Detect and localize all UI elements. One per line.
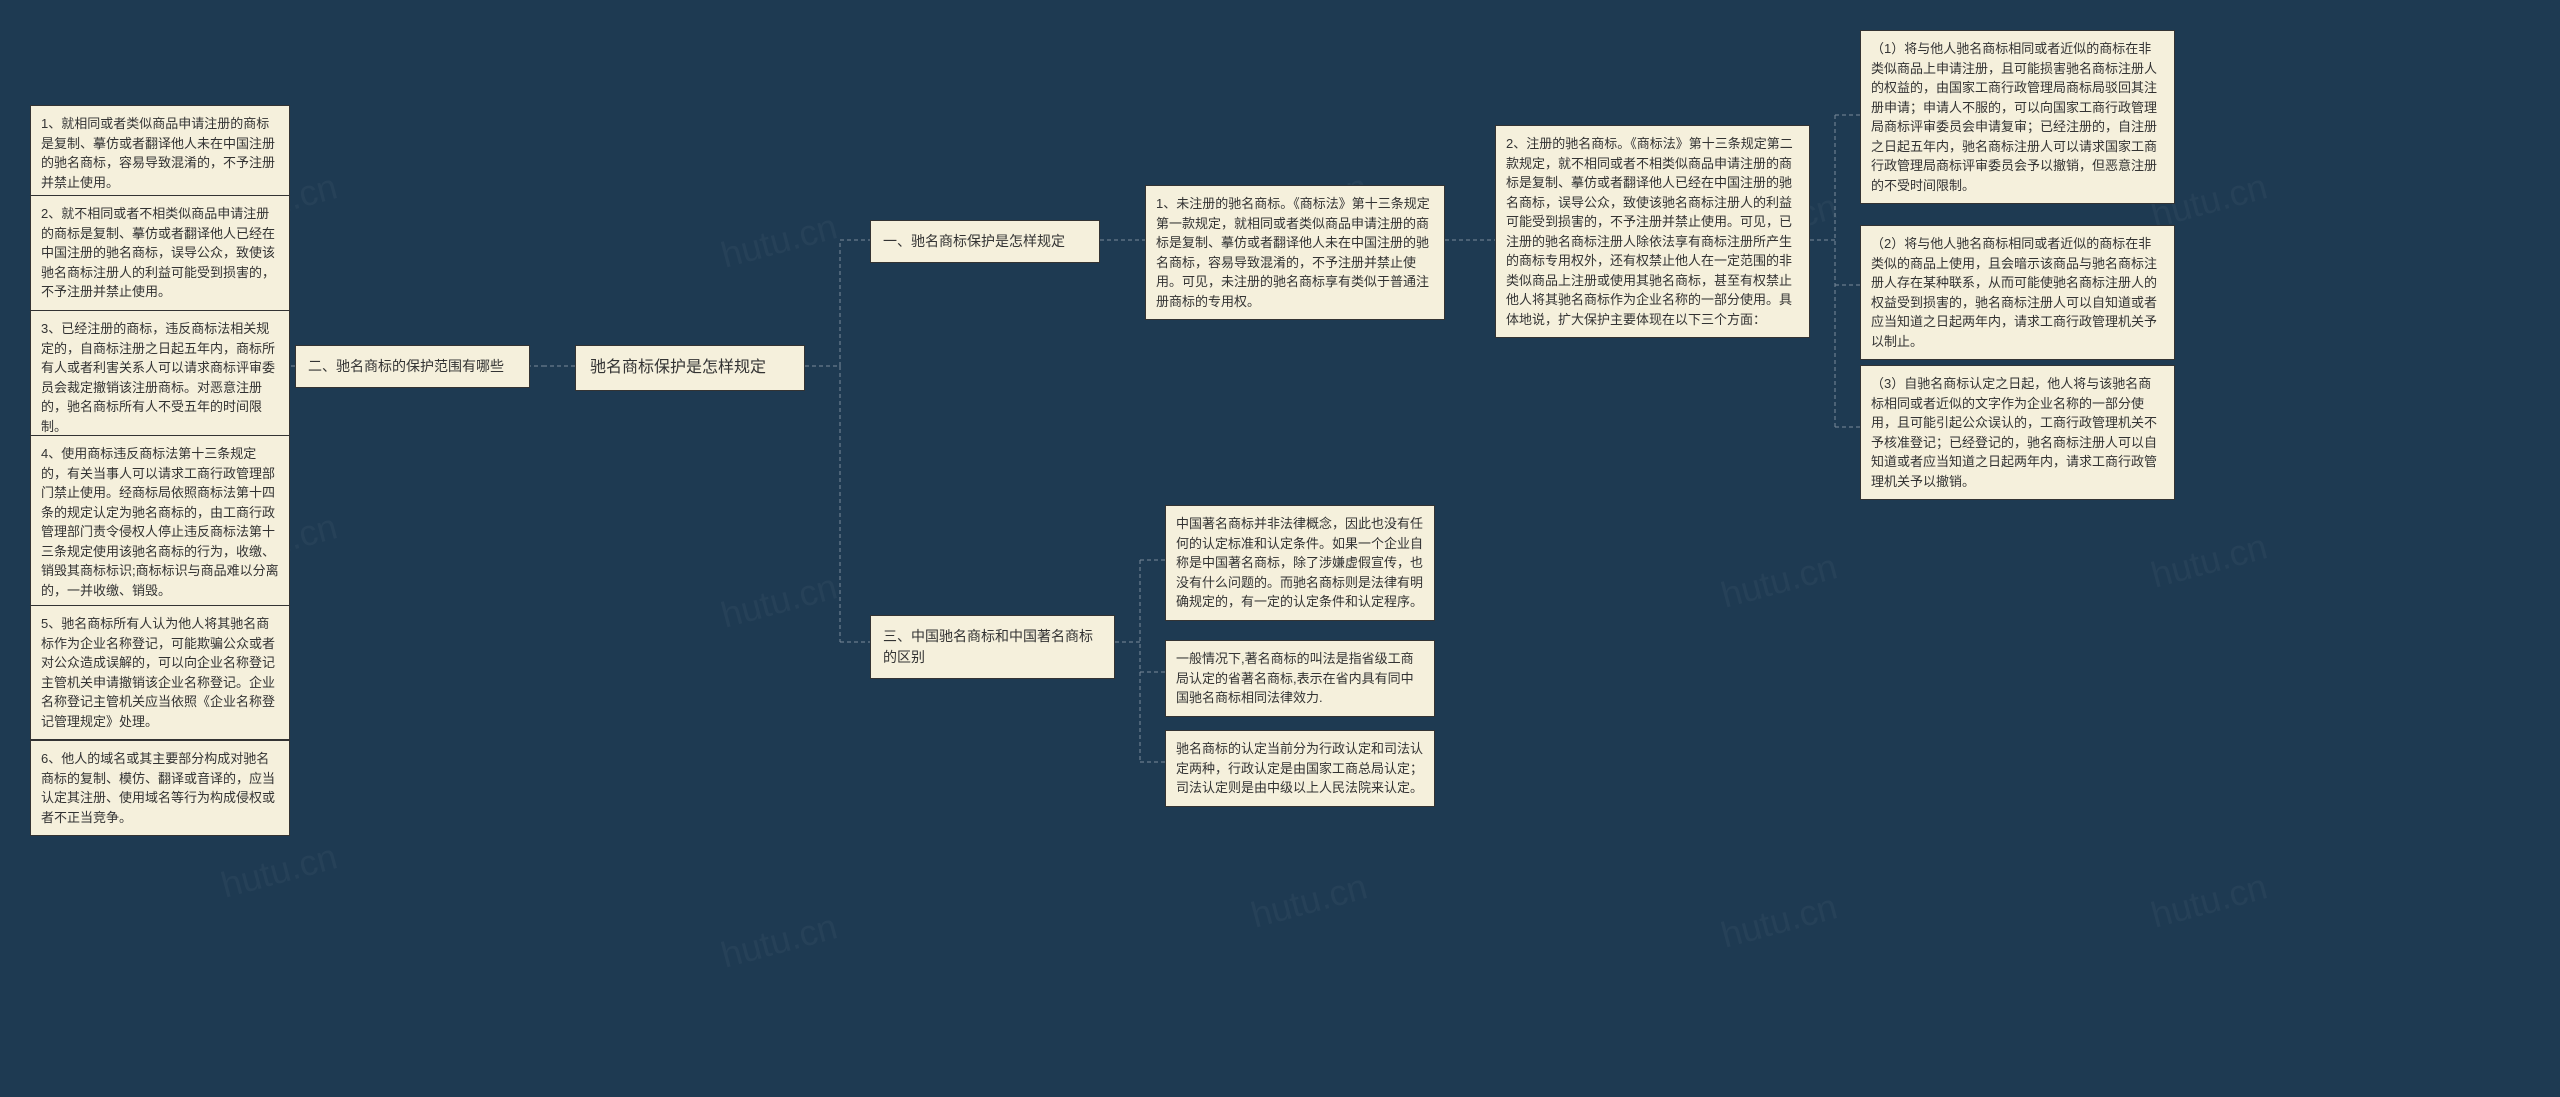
watermark: hutu.cn <box>717 565 842 636</box>
watermark: hutu.cn <box>1717 885 1842 956</box>
branch-2-child-1: 1、就相同或者类似商品申请注册的商标是复制、摹仿或者翻译他人未在中国注册的驰名商… <box>30 105 290 201</box>
branch-1-child-2: 2、注册的驰名商标。《商标法》第十三条规定第二款规定，就不相同或者不相类似商品申… <box>1495 125 1810 338</box>
branch-3-child-3: 驰名商标的认定当前分为行政认定和司法认定两种，行政认定是由国家工商总局认定；司法… <box>1165 730 1435 807</box>
watermark: hutu.cn <box>2147 525 2272 596</box>
watermark: hutu.cn <box>717 905 842 976</box>
watermark: hutu.cn <box>1247 865 1372 936</box>
branch-2: 二、驰名商标的保护范围有哪些 <box>295 345 530 388</box>
branch-2-child-5: 5、驰名商标所有人认为他人将其驰名商标作为企业名称登记，可能欺骗公众或者对公众造… <box>30 605 290 740</box>
branch-1-child-1: 1、未注册的驰名商标。《商标法》第十三条规定第一款规定，就相同或者类似商品申请注… <box>1145 185 1445 320</box>
branch-2-child-2: 2、就不相同或者不相类似商品申请注册的商标是复制、摹仿或者翻译他人已经在中国注册… <box>30 195 290 311</box>
watermark: hutu.cn <box>217 835 342 906</box>
branch-2-child-6: 6、他人的域名或其主要部分构成对驰名商标的复制、模仿、翻译或音译的，应当认定其注… <box>30 740 290 836</box>
branch-2-child-3: 3、已经注册的商标，违反商标法相关规定的，自商标注册之日起五年内，商标所有人或者… <box>30 310 290 445</box>
branch-1-grandchild-2: （2）将与他人驰名商标相同或者近似的商标在非类似的商品上使用，且会暗示该商品与驰… <box>1860 225 2175 360</box>
branch-3: 三、中国驰名商标和中国著名商标的区别 <box>870 615 1115 679</box>
watermark: hutu.cn <box>2147 865 2272 936</box>
branch-1: 一、驰名商标保护是怎样规定 <box>870 220 1100 263</box>
watermark: hutu.cn <box>1717 545 1842 616</box>
branch-3-child-2: 一般情况下,著名商标的叫法是指省级工商局认定的省著名商标,表示在省内具有同中国驰… <box>1165 640 1435 717</box>
branch-2-child-4: 4、使用商标违反商标法第十三条规定的，有关当事人可以请求工商行政管理部门禁止使用… <box>30 435 290 609</box>
root-node: 驰名商标保护是怎样规定 <box>575 345 805 391</box>
branch-1-grandchild-1: （1）将与他人驰名商标相同或者近似的商标在非类似商品上申请注册，且可能损害驰名商… <box>1860 30 2175 204</box>
watermark: hutu.cn <box>717 205 842 276</box>
branch-3-child-1: 中国著名商标并非法律概念，因此也没有任何的认定标准和认定条件。如果一个企业自称是… <box>1165 505 1435 621</box>
branch-1-grandchild-3: （3）自驰名商标认定之日起，他人将与该驰名商标相同或者近似的文字作为企业名称的一… <box>1860 365 2175 500</box>
